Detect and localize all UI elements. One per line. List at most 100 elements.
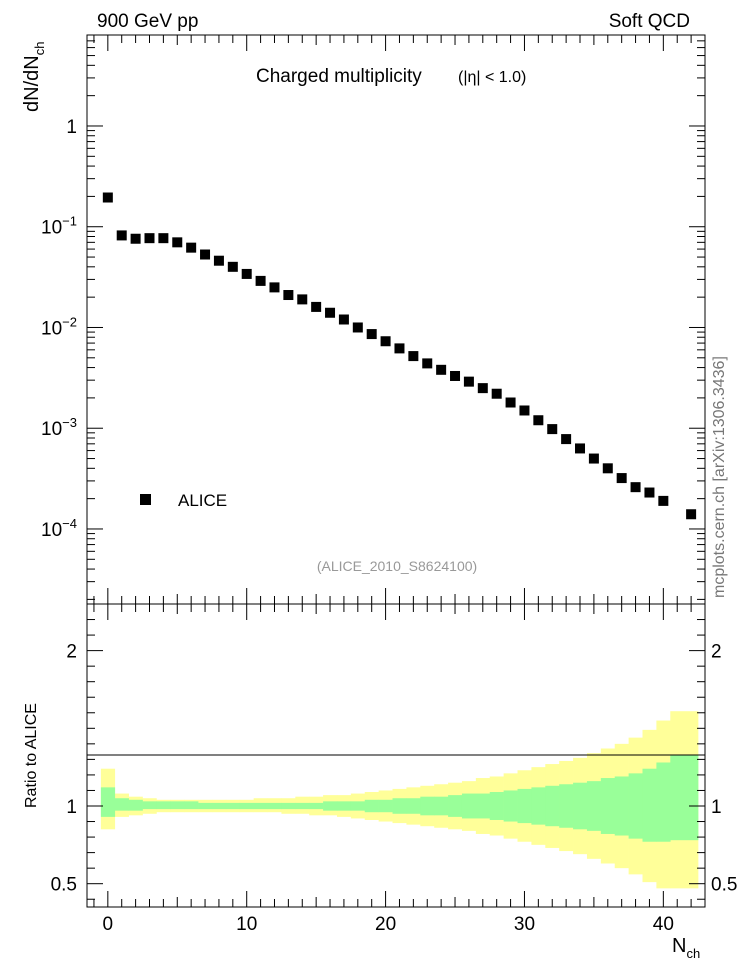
main-title: Charged multiplicity <box>256 66 422 87</box>
ratio-panel: 0 10 20 30 40 0.5 0.5 1 1 2 2 Ratio to ALICE Nch <box>23 603 737 961</box>
band-bin <box>559 784 574 828</box>
band-bin <box>211 802 227 810</box>
data-point <box>616 473 627 484</box>
main-y-tick-labels: 110−110−210−310−4 <box>41 117 77 541</box>
band-bin <box>336 801 352 811</box>
band-bin <box>573 782 588 830</box>
data-point <box>491 388 502 399</box>
ratio-uncertainty-bands <box>100 711 699 889</box>
data-point <box>269 282 280 293</box>
main-title-suffix: (|η| < 1.0) <box>458 69 526 86</box>
y-tick-label-exp: −4 <box>62 516 77 531</box>
main-y-axis-label-sub: ch <box>32 42 47 56</box>
main-frame <box>86 34 706 605</box>
ratio-y-tick-label-right: 1 <box>711 797 722 818</box>
legend-marker-alice <box>140 494 151 505</box>
data-point <box>408 351 419 362</box>
y-tick-label: 10−4 <box>41 516 77 541</box>
data-point <box>575 443 586 454</box>
data-point <box>283 290 294 301</box>
band-bin <box>448 795 463 817</box>
ratio-y-tick-label-left: 2 <box>66 642 77 663</box>
data-point <box>144 233 155 244</box>
data-point <box>644 487 655 498</box>
ratio-y-tick-label-right: 0.5 <box>711 875 737 896</box>
data-point <box>102 192 113 203</box>
band-bin <box>364 799 379 813</box>
main-y-axis-label-main: dN/dN <box>21 55 43 112</box>
data-point <box>422 358 433 369</box>
header-left: 900 GeV pp <box>97 11 198 32</box>
main-y-axis-label: dN/dNch <box>21 42 47 112</box>
band-bin <box>489 792 504 820</box>
data-point <box>519 405 530 416</box>
data-point <box>158 233 169 244</box>
data-point <box>505 397 516 408</box>
data-point <box>380 336 391 347</box>
ratio-frame <box>86 603 706 908</box>
main-panel: 110−110−210−310−4 Charged multiplicity (… <box>21 34 706 605</box>
band-bin <box>142 801 157 810</box>
data-point <box>450 370 461 381</box>
band-bin <box>545 785 560 827</box>
band-bin <box>642 768 657 842</box>
band-bin <box>531 787 546 825</box>
y-tick-label-base: 10 <box>41 218 62 239</box>
data-point <box>227 261 238 272</box>
legend-label-alice: ALICE <box>178 491 227 510</box>
band-bin <box>184 801 199 810</box>
x-axis-label: Nch <box>672 935 700 961</box>
data-point <box>311 301 322 312</box>
x-tick-label: 30 <box>514 914 535 935</box>
ratio-y-tick-label-right: 2 <box>711 642 722 663</box>
band-bin <box>600 778 616 834</box>
data-point <box>630 482 641 493</box>
x-tick-label: 10 <box>236 914 257 935</box>
data-point <box>213 255 224 266</box>
data-point <box>172 237 183 248</box>
band-bin <box>434 796 449 816</box>
data-point <box>463 376 474 387</box>
x-tick-label: 40 <box>653 914 674 935</box>
band-bin <box>100 787 116 817</box>
band-bin <box>350 801 366 811</box>
data-point <box>338 314 349 325</box>
band-bin <box>198 802 213 810</box>
data-point <box>477 383 488 394</box>
y-tick-label: 1 <box>66 117 77 138</box>
band-bin <box>114 798 129 811</box>
y-tick-label-base: 1 <box>66 117 77 138</box>
band-bin <box>586 781 602 831</box>
y-tick-label-base: 10 <box>41 318 62 339</box>
band-bin <box>156 801 171 810</box>
data-point <box>255 275 266 286</box>
data-point <box>602 463 613 474</box>
band-bin <box>309 802 324 810</box>
band-bin <box>323 801 338 811</box>
data-point <box>352 322 363 333</box>
band-bin <box>378 799 393 813</box>
x-axis-label-main: N <box>672 935 686 957</box>
ratio-axis-ticks <box>87 603 706 907</box>
data-point <box>200 249 211 260</box>
ratio-y-tick-label-left: 1 <box>66 797 77 818</box>
y-tick-label-exp: −1 <box>62 214 77 229</box>
band-bin <box>267 802 282 810</box>
y-tick-label: 10−2 <box>41 314 77 339</box>
reference-label: (ALICE_2010_S8624100) <box>317 558 477 574</box>
y-tick-label-exp: −3 <box>62 415 77 430</box>
band-bin <box>475 793 491 819</box>
band-bin <box>614 776 629 836</box>
band-bin <box>503 790 518 822</box>
watermark: mcplots.cern.ch [arXiv:1306.3436] <box>711 356 728 598</box>
band-bin <box>170 801 185 810</box>
band-bin <box>128 799 143 811</box>
data-point <box>533 415 544 426</box>
data-point <box>186 242 197 253</box>
band-bin <box>517 788 532 824</box>
band-bin <box>392 798 407 814</box>
band-bin <box>253 802 268 810</box>
x-tick-label: 0 <box>103 914 114 935</box>
band-bin <box>239 802 254 810</box>
band-bin <box>281 802 296 810</box>
